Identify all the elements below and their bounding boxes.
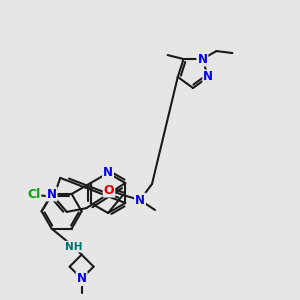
Text: NH: NH — [65, 242, 82, 252]
Text: N: N — [203, 70, 213, 83]
Text: N: N — [46, 188, 57, 200]
Text: N: N — [135, 194, 145, 206]
Text: N: N — [76, 272, 87, 285]
Text: O: O — [104, 184, 114, 196]
Text: N: N — [197, 52, 207, 66]
Text: N: N — [103, 167, 113, 179]
Text: Cl: Cl — [27, 188, 40, 201]
